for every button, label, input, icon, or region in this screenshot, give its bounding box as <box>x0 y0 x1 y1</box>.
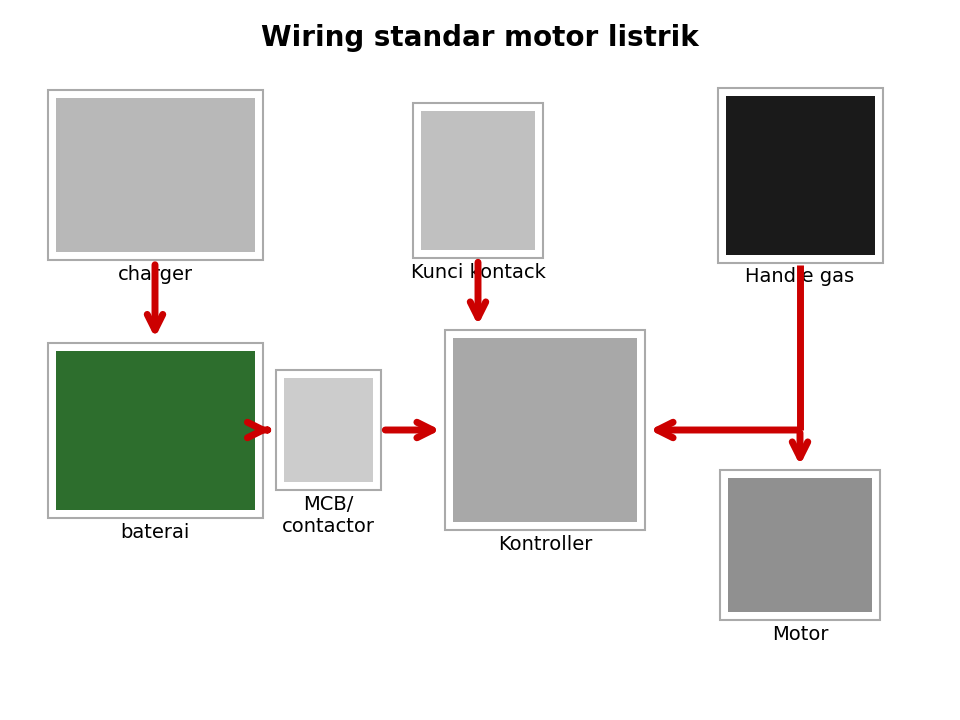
FancyBboxPatch shape <box>728 478 872 612</box>
FancyBboxPatch shape <box>283 378 372 482</box>
Text: baterai: baterai <box>120 523 190 541</box>
FancyBboxPatch shape <box>726 96 875 254</box>
FancyBboxPatch shape <box>453 338 637 522</box>
FancyBboxPatch shape <box>445 330 645 530</box>
FancyBboxPatch shape <box>276 370 380 490</box>
FancyBboxPatch shape <box>720 470 880 620</box>
FancyBboxPatch shape <box>56 98 254 252</box>
FancyBboxPatch shape <box>413 102 543 258</box>
Text: Handle gas: Handle gas <box>745 268 854 287</box>
FancyBboxPatch shape <box>717 88 882 263</box>
Text: Wiring standar motor listrik: Wiring standar motor listrik <box>261 24 699 52</box>
Text: charger: charger <box>117 265 193 284</box>
FancyBboxPatch shape <box>56 351 254 510</box>
Text: Motor: Motor <box>772 625 828 644</box>
Text: MCB/
contactor: MCB/ contactor <box>281 495 374 536</box>
Text: Kontroller: Kontroller <box>498 535 592 554</box>
FancyBboxPatch shape <box>47 90 262 260</box>
FancyBboxPatch shape <box>421 110 535 250</box>
Text: Kunci kontack: Kunci kontack <box>411 263 545 282</box>
FancyBboxPatch shape <box>47 343 262 518</box>
